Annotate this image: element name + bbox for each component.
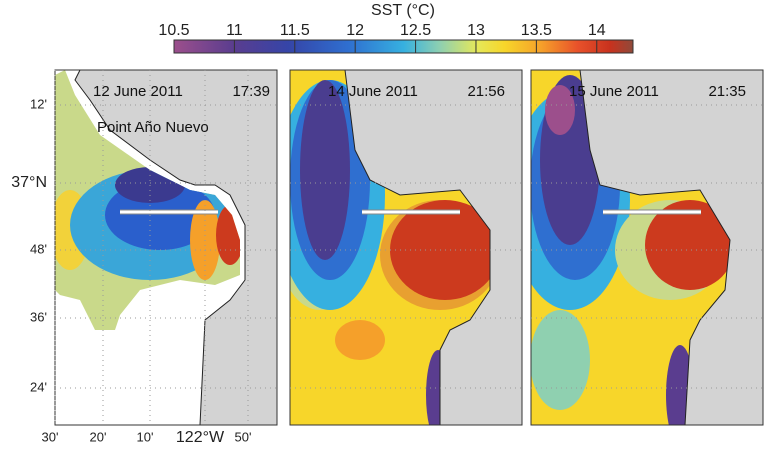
panel-time: 21:35 (708, 83, 746, 100)
place-label: Point Año Nuevo (97, 119, 209, 136)
longitude-label: 122°W (176, 429, 225, 446)
latitude-label: 37°N (11, 174, 47, 191)
longitude-label: 10' (137, 429, 154, 444)
colorbar-tick-label: 13.5 (521, 22, 552, 39)
colorbar-tick-label: 10.5 (158, 22, 189, 39)
latitude-label: 24' (30, 379, 47, 394)
colorbar-tick-label: 12.5 (400, 22, 431, 39)
latitude-label: 12' (30, 96, 47, 111)
panel-2 (289, 69, 523, 426)
colorbar-tick-label: 11.5 (280, 22, 310, 39)
latitude-label: 48' (30, 241, 47, 256)
colorbar (173, 39, 634, 54)
colorbar-title: SST (°C) (371, 2, 435, 19)
longitude-label: 30' (42, 429, 59, 444)
panel-date: 12 June 2011 (93, 83, 183, 100)
panel-time: 17:39 (232, 83, 270, 100)
panel-date: 15 June 2011 (569, 83, 659, 100)
colorbar-tick-label: 12 (346, 22, 364, 39)
colorbar-tick-label: 13 (467, 22, 485, 39)
longitude-label: 20' (90, 429, 107, 444)
panel-1 (54, 69, 278, 426)
colorbar-tick-label: 11 (226, 22, 243, 39)
colorbar-tick-label: 14 (588, 22, 606, 39)
panel-time: 21:56 (467, 83, 505, 100)
longitude-label: 50' (235, 429, 252, 444)
panel-3 (530, 69, 764, 426)
latitude-label: 36' (30, 309, 47, 324)
panel-date: 14 June 2011 (328, 83, 418, 100)
